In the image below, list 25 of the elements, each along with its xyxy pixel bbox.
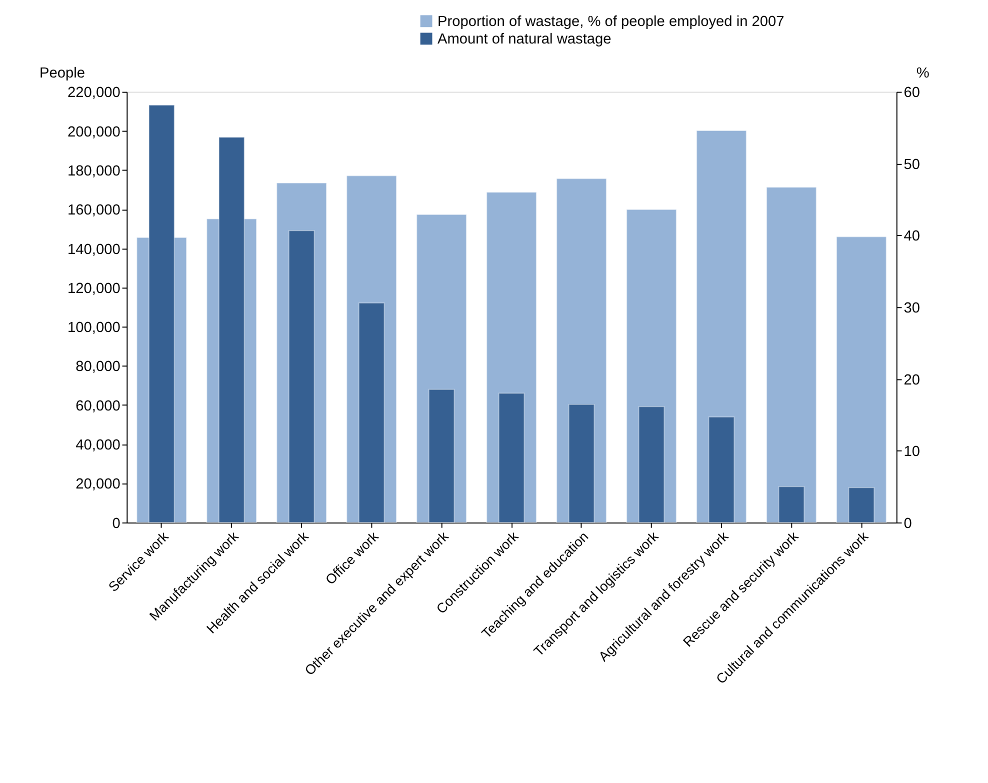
- bar: [766, 186, 817, 523]
- y2-axis-title: %: [916, 66, 930, 82]
- y2-tick-label: 10: [904, 444, 920, 460]
- y-tick-label: 160,000: [68, 202, 120, 219]
- y-tick-label: 200,000: [68, 124, 120, 140]
- y-tick-label: 80,000: [76, 359, 120, 376]
- y-tick-label: 40,000: [76, 438, 120, 454]
- y2-tick-label: 50: [904, 156, 920, 173]
- y2-tick-label: 60: [904, 85, 920, 102]
- bar: [836, 236, 887, 523]
- y-tick-label: 100,000: [68, 320, 120, 336]
- y-tick-label: 60,000: [76, 398, 120, 414]
- y-tick-label: 120,000: [68, 280, 120, 297]
- y2-tick-label: 40: [904, 228, 920, 245]
- y2-tick-label: 20: [904, 372, 920, 388]
- legend-label: Amount of natural wastage: [437, 32, 612, 48]
- y2-tick-label: 30: [904, 300, 920, 316]
- y-tick-label: 220,000: [68, 85, 120, 102]
- y2-tick-label: 0: [904, 516, 912, 532]
- y-tick-label: 140,000: [68, 242, 120, 258]
- y-axis-title: People: [39, 66, 85, 82]
- legend-label: Proportion of wastage, % of people employed in 2007: [437, 14, 784, 30]
- y-tick-label: 180,000: [68, 163, 120, 180]
- y-tick-label: 0: [112, 516, 120, 532]
- y-tick-label: 20,000: [76, 476, 120, 493]
